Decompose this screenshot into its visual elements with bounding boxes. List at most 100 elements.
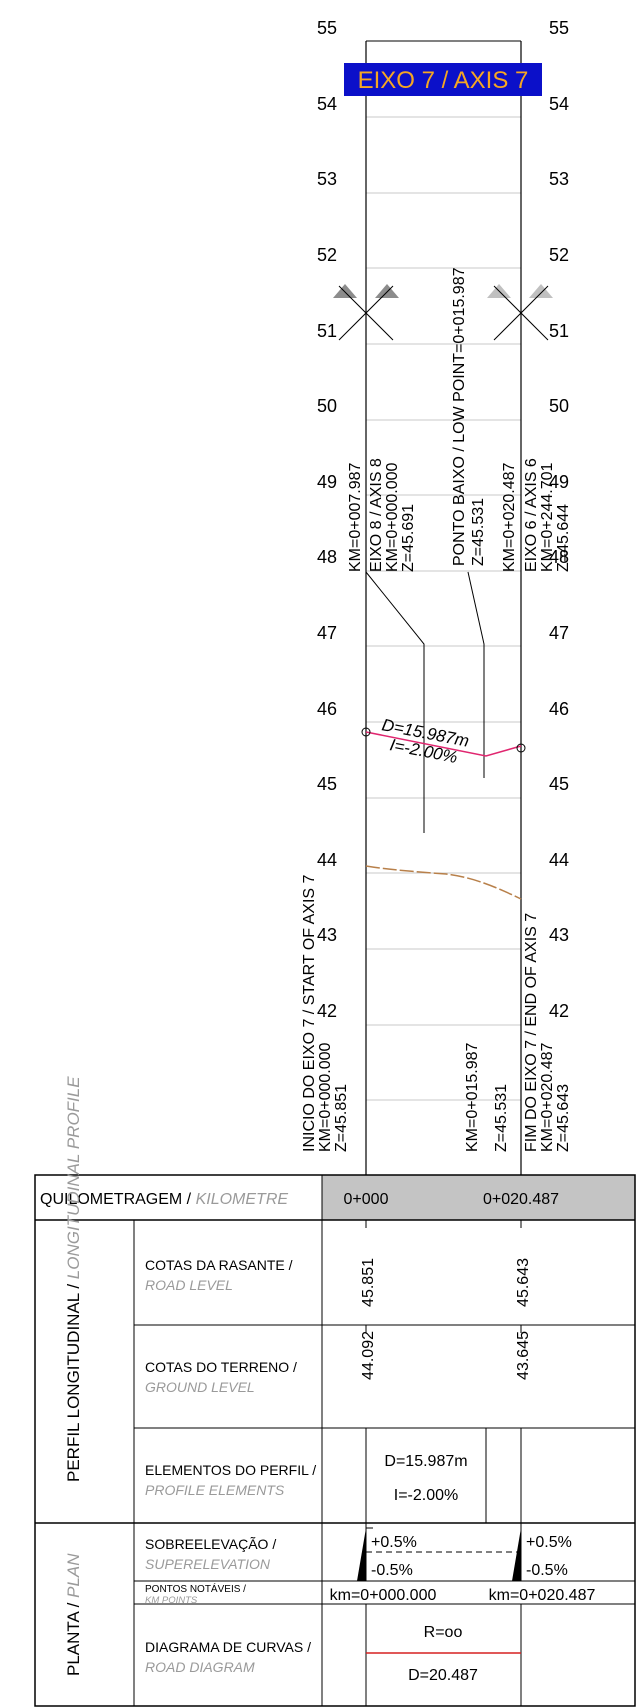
ground-level-end-value: 43.645 [515,1331,532,1380]
elevation-label: 49 [317,472,337,492]
elevation-label: 48 [549,547,569,567]
elevation-label: 44 [317,850,337,870]
elevation-label: 53 [549,169,569,189]
elevation-label: 46 [317,699,337,719]
leader-lines [365,571,485,833]
road-level-label-en: ROAD LEVEL [145,1277,233,1293]
page-title: EIXO 7 / AXIS 7 [358,67,529,94]
elevation-labels-left: 55 54 53 52 51 50 49 48 47 46 45 44 43 4… [317,18,337,1021]
elevation-label: 54 [549,94,569,114]
elevation-label: 43 [549,925,569,945]
elevation-label: 52 [549,245,569,265]
superelevation-label-en: SUPERELEVATION [145,1556,271,1572]
superelevation-wedge-right-icon [512,1528,521,1581]
title-box [344,63,542,96]
elevation-label: 50 [549,396,569,416]
axis8-line: EIXO 8 / AXIS 8 [368,458,385,572]
super-left-top: +0.5% [371,1534,417,1551]
triangle-marker-icon [333,284,357,298]
km-points-label: PONTOS NOTÁVEIS / [145,1582,246,1595]
radius-label: R=oo [424,1624,463,1641]
elevation-label: 48 [317,547,337,567]
ground-level-label: COTAS DO TERRENO / [145,1359,297,1375]
end-axis-line: Z=45.643 [555,1084,572,1152]
end-axis-line: FIM DO EIXO 7 / END OF AXIS 7 [523,913,540,1152]
curve-d-label: D=20.487 [408,1667,478,1684]
elevation-label: 49 [549,472,569,492]
start-axis-line: KM=0+000.000 [317,1042,334,1152]
super-left-bottom: -0.5% [371,1562,413,1579]
grade-line [365,731,522,757]
elevation-label: 51 [317,321,337,341]
elevation-label: 51 [549,321,569,341]
axis6-line: EIXO 6 / AXIS 6 [523,458,540,572]
elevation-label: 55 [549,18,569,38]
elevation-label: 44 [549,850,569,870]
grid-lines [366,40,521,1101]
km-start-label: 0+000 [344,1191,389,1208]
plan-group-label: PLANTA / PLAN [64,1553,83,1676]
profile-group-label: PERFIL LONGITUDINAL / LONGITUDINAL PROFI… [64,1076,83,1482]
elevation-label: 45 [549,774,569,794]
start-axis-line: INICIO DO EIXO 7 / START OF AXIS 7 [301,874,318,1152]
road-diagram-label: DIAGRAMA DE CURVAS / [145,1639,311,1655]
profile-elements-d: D=15.987m [384,1453,467,1470]
start-km-label: KM=0+007.987 [347,462,364,572]
elevation-label: 54 [317,94,337,114]
elevation-label: 55 [317,18,337,38]
axis6-line: KM=0+244.701 [539,462,556,572]
elevation-label: 53 [317,169,337,189]
triangle-marker-icon [529,284,553,298]
axis8-line: KM=0+000.000 [384,462,401,572]
elevation-label: 47 [549,623,569,643]
low-point-bottom-line: Z=45.531 [493,1084,510,1152]
ground-line [365,865,522,900]
axis8-label: EIXO 8 / AXIS 8 KM=0+000.000 Z=45.691 [368,458,417,572]
table-frame [34,1174,636,1707]
road-diagram-label-en: ROAD DIAGRAM [145,1659,255,1675]
elevation-label: 46 [549,699,569,719]
km-point-end: km=0+020.487 [489,1587,596,1604]
axis6-label: EIXO 6 / AXIS 6 KM=0+244.701 Z=45.644 [523,458,572,572]
profile-table: QUILOMETRAGEM / KILOMETRE 0+000 0+020.48… [34,1076,636,1707]
km-end-label: 0+020.487 [483,1191,559,1208]
profile-elements-label: ELEMENTOS DO PERFIL / [145,1462,316,1478]
triangle-marker-icon [375,284,399,298]
end-vertex-circle [516,743,526,753]
kilometre-label: QUILOMETRAGEM / KILOMETRE [40,1191,288,1208]
ground-level-label-en: GROUND LEVEL [145,1379,255,1395]
elevation-label: 42 [317,1001,337,1021]
crossing-marker-left [333,284,399,341]
low-point-bottom-label: KM=0+015.987 Z=45.531 [464,1042,510,1152]
axis6-line: Z=45.644 [555,504,572,572]
start-axis-line: Z=45.851 [333,1084,350,1152]
km-point-start: km=0+000.000 [330,1587,437,1604]
elevation-label: 45 [317,774,337,794]
elevation-label: 47 [317,623,337,643]
road-level-start-value: 45.851 [360,1258,377,1307]
elevation-label: 50 [317,396,337,416]
superelevation-label: SOBREELEVAÇÃO / [145,1536,276,1552]
super-right-bottom: -0.5% [526,1562,568,1579]
km-header-gray-cell [322,1175,635,1220]
road-level-label: COTAS DA RASANTE / [145,1257,293,1273]
super-right-top: +0.5% [526,1534,572,1551]
low-point-title: PONTO BAIXO / LOW POINT=0+015.987 [451,267,468,566]
low-point-bottom-line: KM=0+015.987 [464,1042,481,1152]
end-km-label: KM=0+020.487 [501,462,518,572]
start-vertex-circle [361,727,371,737]
road-level-end-value: 45.643 [515,1258,532,1307]
profile-elements-i: I=-2.00% [394,1487,458,1504]
elevation-label: 42 [549,1001,569,1021]
start-axis-label: INICIO DO EIXO 7 / START OF AXIS 7 KM=0+… [301,874,350,1152]
low-point-z: Z=45.531 [470,498,487,566]
axis8-line: Z=45.691 [400,504,417,572]
elevation-labels-right: 55 54 53 52 51 50 49 48 47 46 45 44 43 4… [549,18,569,1021]
superelevation-wedge-left-icon [357,1528,366,1581]
km-points-label-en: KM POINTS [145,1595,198,1606]
ground-level-start-value: 44.092 [360,1331,377,1380]
end-axis-label: FIM DO EIXO 7 / END OF AXIS 7 KM=0+020.4… [523,913,572,1152]
elevation-label: 52 [317,245,337,265]
crossing-marker-right [487,284,553,341]
